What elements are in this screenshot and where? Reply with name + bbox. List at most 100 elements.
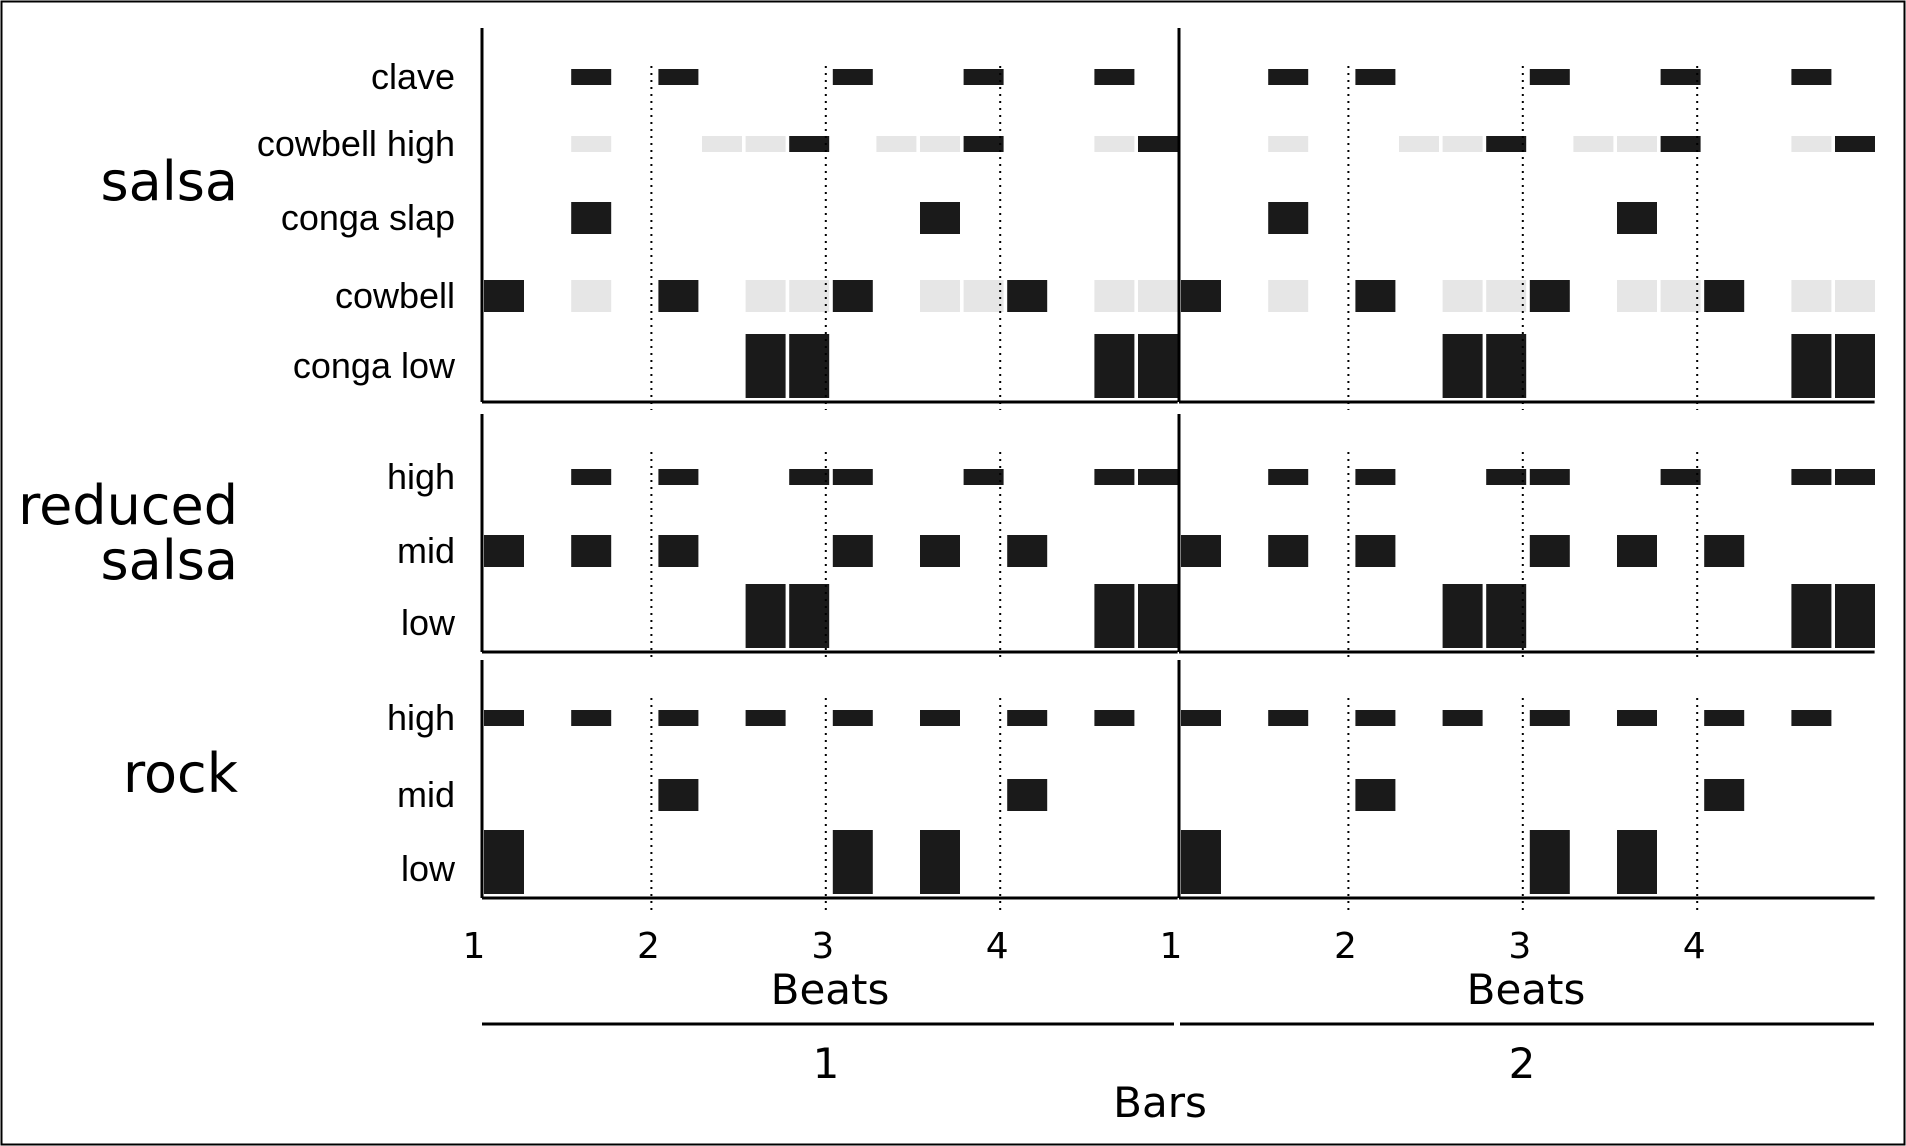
ghost-note [1835,280,1875,312]
note-hit [1007,779,1048,811]
note-hit [1704,779,1745,811]
note-hit [832,710,873,726]
note-hit [1355,710,1396,726]
note-hit [1268,69,1309,85]
note-hit [1660,69,1701,85]
note-hit [1529,710,1570,726]
note-hit [1486,334,1527,398]
beat-tick-labels: 1 2 3 4 1 2 3 4 [463,926,1706,967]
pattern-group-3: rock high mid low [123,660,1875,910]
note-hit [1835,334,1875,398]
beat-tick-label: 1 [1160,926,1183,967]
instrument-row: low [401,830,1657,894]
instrument-row: conga low [293,334,1875,398]
beats-axis-title-bar-1: Beats [771,965,890,1014]
note-hit [1355,280,1396,312]
note-hit [832,280,873,312]
note-hit [1007,710,1048,726]
note-hit [1529,69,1570,85]
ghost-note [1442,280,1483,312]
bars-axis-title: Bars [1113,1078,1207,1127]
instrument-row: cowbell high [257,123,1875,164]
note-hit [745,334,786,398]
note-hit [1529,830,1570,894]
note-hit [920,202,960,234]
note-hit [920,710,960,726]
ghost-note [1791,136,1832,152]
ghost-note [1399,136,1439,152]
note-hit [1268,469,1309,485]
instrument-row: high [387,697,1832,738]
note-hit [1007,535,1048,567]
note-hit [1617,710,1657,726]
note-hit [658,779,699,811]
note-hit [1529,535,1570,567]
note-hit [1660,469,1701,485]
ghost-note [1442,136,1483,152]
note-hit [1704,535,1745,567]
row-label: clave [371,56,455,97]
row-label: cowbell high [257,123,455,164]
note-hit [484,710,524,726]
row-label: high [387,697,455,738]
note-hit [1094,69,1135,85]
note-hit [1617,202,1657,234]
note-hit [1791,710,1832,726]
note-hit [571,202,612,234]
ghost-note [571,136,612,152]
note-hit [1181,830,1221,894]
note-hit [658,710,699,726]
ghost-note [745,136,786,152]
note-hit [832,535,873,567]
ghost-note [571,280,612,312]
row-label: conga low [293,345,456,386]
note-hit [745,584,786,648]
instrument-row: mid [397,530,1745,571]
note-hit [789,334,830,398]
note-hit [1704,710,1745,726]
note-hit [1529,469,1570,485]
beat-tick-label: 4 [986,926,1009,967]
note-hit [1704,280,1745,312]
note-hit [789,584,830,648]
ghost-note [1791,280,1832,312]
note-hit [1486,469,1527,485]
note-hit [1486,136,1527,152]
note-hit [1138,136,1178,152]
group-label: rock [123,742,239,805]
row-label: mid [397,774,455,815]
ghost-note [920,280,960,312]
note-hit [920,830,960,894]
ghost-note [1573,136,1614,152]
note-hit [789,469,830,485]
note-hit [1094,469,1135,485]
note-hit [1094,710,1135,726]
beat-tick-label: 3 [1508,926,1531,967]
ghost-note [963,280,1004,312]
ghost-note [1617,136,1657,152]
note-hit [1094,334,1135,398]
ghost-note [789,280,830,312]
instrument-row: clave [371,56,1832,97]
note-hit [1268,535,1309,567]
note-hit [484,280,524,312]
note-hit [1138,334,1178,398]
note-hit [1791,69,1832,85]
note-hit [745,710,786,726]
ghost-note [1138,280,1178,312]
note-hit [963,136,1004,152]
note-hit [658,469,699,485]
ghost-note [920,136,960,152]
bar-1-label: 1 [813,1039,840,1088]
row-label: low [401,848,456,889]
note-hit [571,710,612,726]
note-hit [1268,202,1309,234]
note-hit [1660,136,1701,152]
group-label: salsa [101,150,238,213]
beat-tick-label: 2 [637,926,660,967]
note-hit [1791,584,1832,648]
beat-tick-label: 1 [463,926,486,967]
instrument-row: high [387,456,1875,497]
note-hit [963,469,1004,485]
